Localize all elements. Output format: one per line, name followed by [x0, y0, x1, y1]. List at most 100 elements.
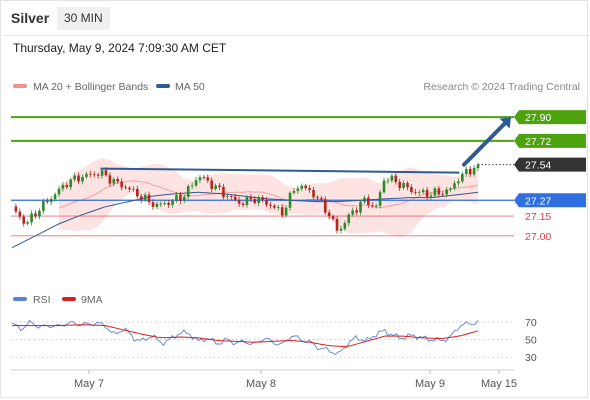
candle [406, 181, 409, 191]
candle-body [198, 177, 202, 181]
level-tag-0: 27.90 [514, 110, 586, 125]
candle-body [14, 206, 18, 212]
candle [273, 203, 276, 210]
candle-body [398, 182, 401, 188]
candle [183, 194, 186, 203]
candle-body [476, 164, 480, 168]
credit-text: Research © 2024 Trading Central [423, 81, 580, 93]
candle [331, 214, 335, 222]
candle [147, 191, 151, 206]
candle [155, 201, 159, 210]
candle-body [237, 199, 241, 204]
candle-body [390, 175, 394, 181]
candle [312, 186, 315, 200]
candle-body [57, 188, 61, 195]
candle [167, 200, 170, 208]
candle-body [229, 196, 233, 198]
level-tag-text: 27.27 [525, 195, 551, 207]
candle [433, 186, 437, 198]
candle [323, 196, 327, 215]
projection-arrow-shaft [462, 121, 507, 167]
rsi-grid: 70 50 30 [11, 317, 537, 364]
candle [226, 193, 229, 200]
candle [390, 174, 394, 183]
candle-body [49, 199, 53, 203]
candle-body [186, 186, 190, 197]
level-label-4: 27.15 [525, 211, 551, 223]
candle-body [136, 188, 139, 197]
candle [445, 186, 448, 198]
candle [437, 185, 441, 198]
candle [429, 192, 433, 200]
candle [308, 185, 311, 194]
level-tag-2: 27.54 [514, 157, 586, 172]
candle [374, 203, 378, 209]
candle-body [112, 179, 116, 184]
candle-body [370, 205, 374, 206]
candle-body [85, 173, 88, 177]
x-tick-label: May 7 [74, 378, 104, 390]
candle [476, 162, 480, 172]
rsi-panel-lines [11, 319, 479, 356]
candle-body [249, 197, 253, 200]
candle-body [116, 179, 120, 182]
trendline-group [100, 117, 511, 174]
candle-body [312, 189, 315, 198]
candle-body [147, 194, 151, 203]
candle [210, 177, 214, 192]
level-label-tags: 27.90 27.72 27.54 27.27 27.15 27.00 [514, 110, 586, 243]
x-tick-label: May 9 [415, 378, 445, 390]
instrument-title: Silver [11, 10, 50, 26]
timeframe-button[interactable]: 30 MIN [57, 7, 110, 30]
candle [370, 202, 374, 208]
candle [382, 177, 386, 195]
candle [300, 183, 304, 192]
candle-body [445, 189, 448, 195]
candle-body [245, 197, 249, 206]
candle [292, 188, 296, 195]
candle-body [402, 182, 405, 188]
candle [218, 183, 221, 191]
candle-body [378, 192, 382, 206]
candle-body [280, 207, 284, 216]
candle-body [206, 177, 210, 181]
candle-body [226, 196, 229, 198]
candle [257, 195, 261, 207]
candle-body [437, 188, 441, 195]
chart-header: Silver 30 MIN [0, 0, 590, 36]
candle [30, 210, 33, 226]
candle [198, 174, 202, 184]
candle [417, 189, 421, 196]
candle [214, 183, 217, 191]
candle [26, 220, 29, 226]
candle [410, 184, 413, 195]
candle-body [316, 197, 319, 199]
candle [163, 199, 167, 206]
x-axis: May 7 May 8 May 9 May 15 [11, 369, 517, 390]
header-divider [0, 35, 590, 36]
candle [136, 185, 139, 199]
candle-body [218, 185, 221, 188]
candle-body [92, 174, 96, 176]
main-legend: MA 20 + Bollinger Bands MA 50 Research ©… [13, 81, 580, 93]
candle-body [104, 170, 108, 176]
candle [159, 201, 163, 208]
candlestick-series [14, 162, 480, 234]
candle-body [359, 201, 362, 213]
candle-body [410, 187, 413, 192]
candle-body [120, 181, 123, 188]
candle [402, 180, 405, 190]
candle-body [26, 222, 29, 224]
candle-body [124, 187, 127, 189]
legend-swatch-9ma [62, 297, 76, 301]
candle [457, 178, 460, 187]
candle-body [171, 200, 174, 205]
candle-body [355, 210, 358, 213]
candle [394, 172, 398, 185]
candle [453, 180, 456, 191]
candle-body [386, 180, 390, 182]
candle-body [45, 200, 49, 203]
candle-body [253, 199, 257, 203]
candle-body [222, 187, 225, 198]
